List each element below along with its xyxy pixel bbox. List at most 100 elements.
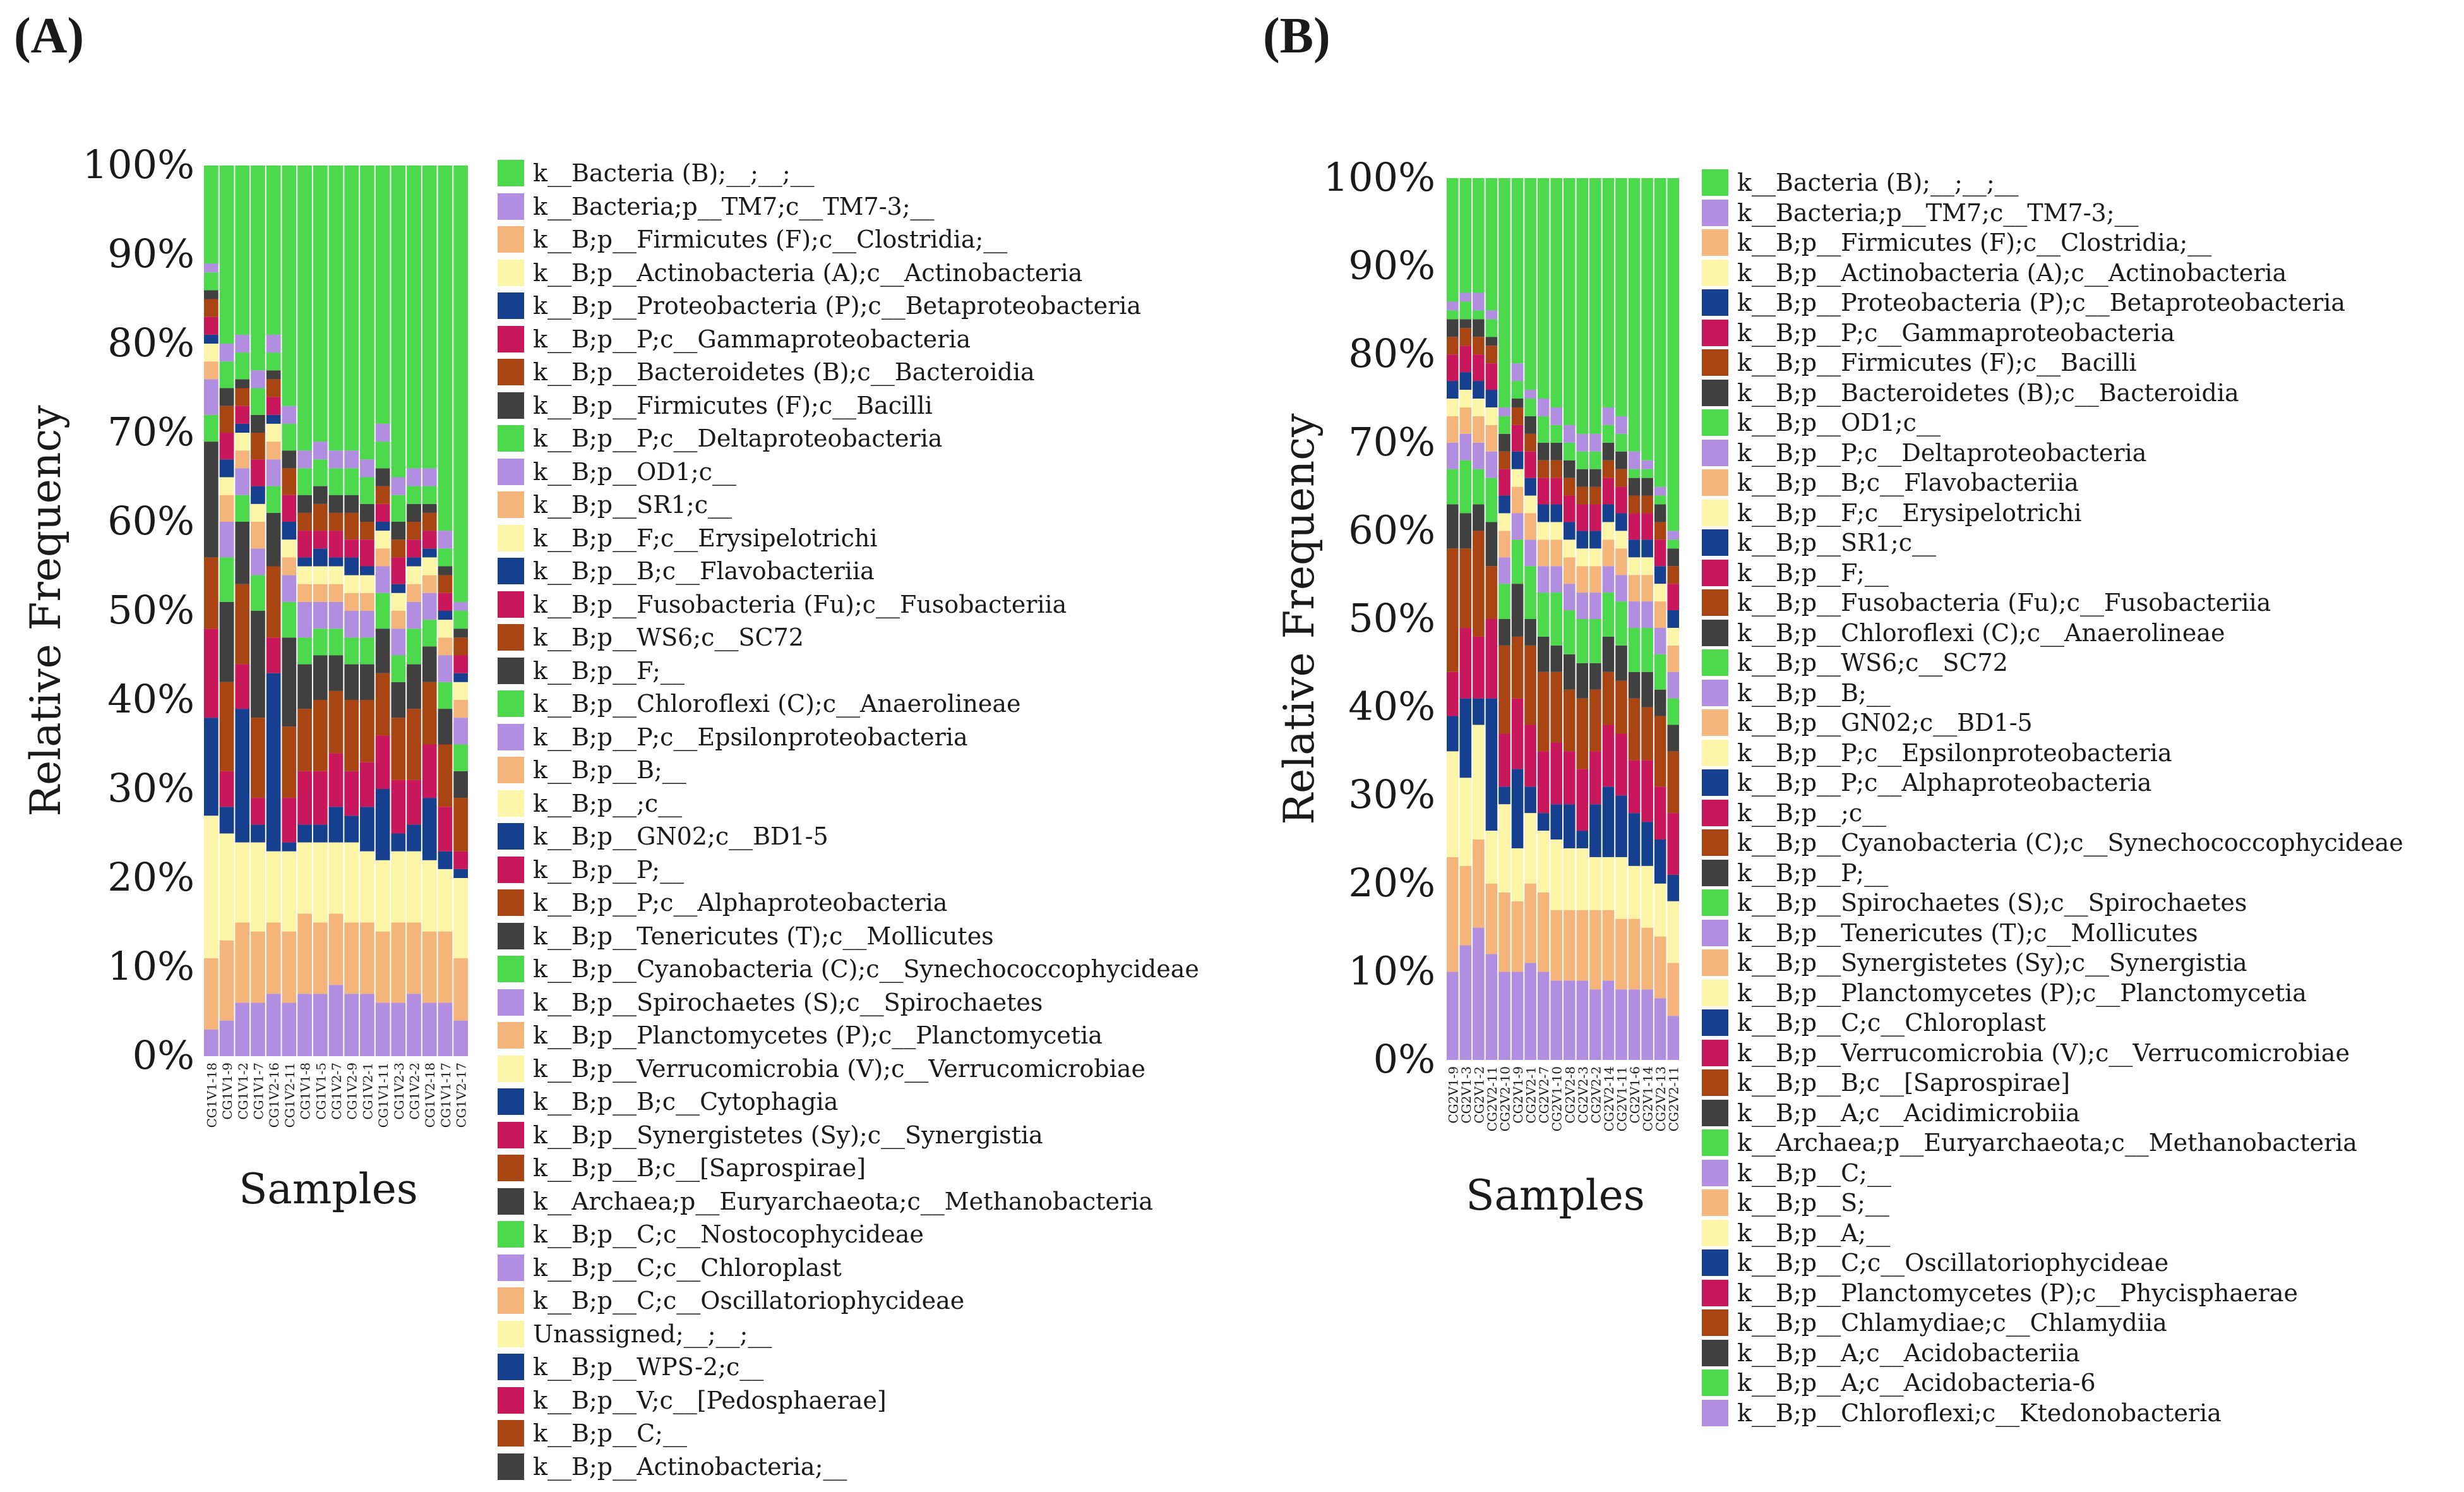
- bar-segment-a-s2-1: [219, 1020, 234, 1056]
- bar-segment-a-s2-10: [219, 495, 234, 522]
- bar-segment-b-s8-11: [1537, 522, 1550, 540]
- legend-item: k__B;p__OD1;c__: [1702, 407, 1941, 438]
- bar-segment-a-s17-17: [453, 601, 468, 611]
- bar-segment-a-s15-13: [422, 531, 437, 549]
- bar-segment-a-s4-top: [251, 165, 265, 371]
- bar-segment-a-s1-6: [204, 557, 218, 629]
- legend-label: k__B;p__WS6;c__SC72: [1737, 649, 2008, 677]
- bar-segment-a-s8-top: [313, 165, 328, 442]
- legend-item: k__B;p__Proteobacteria (P);c__Betaproteo…: [498, 291, 1141, 321]
- legend-swatch: [498, 491, 524, 518]
- bar-segment-b-s4-5: [1485, 619, 1498, 699]
- bar-segment-b-s10-12: [1564, 522, 1576, 540]
- bar-segment-b-s4-8: [1485, 478, 1498, 522]
- bar-segment-b-s12-15: [1589, 469, 1601, 487]
- bar-segment-b-s12-14: [1589, 486, 1601, 505]
- bar-segment-b-s1-16: [1447, 310, 1459, 320]
- bar-segment-b-s5-9: [1498, 557, 1510, 584]
- bar-segment-b-s13-12: [1602, 504, 1615, 522]
- legend-item: k__B;p__Chloroflexi;c__Ktedonobacteria: [1702, 1398, 2222, 1428]
- bar-segment-a-s12-2: [375, 931, 390, 1003]
- bar-segment-b-s15-16: [1628, 469, 1641, 478]
- bar-segment-b-s17-17: [1654, 486, 1666, 496]
- bar-segment-a-s5-11: [266, 423, 281, 442]
- bar-segment-a-s2-4: [219, 807, 234, 834]
- bar-segment-b-s3-3: [1473, 725, 1485, 839]
- bar-segment-b-s14-top: [1615, 178, 1627, 416]
- legend-swatch: [498, 193, 524, 220]
- bar-segment-a-s3-9: [235, 468, 250, 495]
- bar-segment-b-s18-11: [1667, 627, 1679, 646]
- bar-segment-b-s4-3: [1485, 831, 1498, 884]
- bar-segment-a-s17-15: [453, 629, 468, 638]
- bar-segment-b-s12-top: [1589, 178, 1601, 434]
- legend-item: k__B;p__S;__: [1702, 1188, 1889, 1218]
- bar-segment-b-s15-3: [1628, 865, 1641, 919]
- bar-segment-b-s9-17: [1550, 407, 1562, 425]
- bar-segment-a-s5-15: [266, 370, 281, 380]
- sample-label-b: CG2V1-9: [1445, 1066, 1461, 1124]
- legend-item: k__B;p__P;__: [1702, 858, 1888, 888]
- bar-segment-b-s4-6: [1485, 566, 1498, 619]
- bar-segment-a-s1-16: [204, 272, 218, 291]
- legend-item: k__B;p__B;c__Cytophagia: [498, 1086, 838, 1117]
- bar-segment-a-s11-12: [360, 566, 374, 575]
- legend-label: k__B;p__C;c__Nostocophycideae: [533, 1220, 924, 1248]
- legend-swatch: [498, 790, 524, 817]
- bar-segment-a-s4-5: [251, 798, 265, 825]
- bar-segment-b-s13-8: [1602, 593, 1615, 637]
- bar-segment-a-s5-7: [266, 512, 281, 567]
- bar-segment-b-s4-7: [1485, 522, 1498, 567]
- legend-label: k__B;p__B;c__Flavobacteriia: [533, 557, 875, 585]
- bar-segment-b-s17-16: [1654, 495, 1666, 505]
- bar-segment-a-s15-4: [422, 798, 437, 860]
- bar-segment-a-s9-2: [328, 913, 344, 985]
- bar-segment-a-s15-11: [422, 557, 437, 575]
- bar-segment-b-s2-15: [1459, 319, 1472, 328]
- legend-label: k__B;p__Fusobacteria (Fu);c__Fusobacteri…: [533, 591, 1067, 618]
- bar-segment-b-s15-1: [1628, 989, 1641, 1060]
- legend-item: k__B;p__Planctomycetes (P);c__Planctomyc…: [498, 1020, 1103, 1050]
- bar-segment-b-s3-9: [1473, 442, 1485, 469]
- legend-item: k__B;p__F;__: [498, 656, 685, 686]
- bar-segment-a-s10-13: [344, 539, 359, 558]
- legend-swatch: [498, 226, 524, 253]
- bar-segment-a-s7-13: [297, 531, 312, 558]
- bar-segment-b-s3-7: [1473, 504, 1485, 531]
- bar-segment-a-s2-12: [219, 459, 234, 478]
- legend-label: k__B;p__GN02;c__BD1-5: [1737, 709, 2033, 737]
- bar-segment-a-s12-16: [375, 442, 390, 469]
- legend-item: k__B;p__P;c__Deltaproteobacteria: [498, 423, 942, 454]
- bar-segment-a-s7-8: [297, 637, 312, 665]
- bar-segment-a-s5-10: [266, 442, 281, 460]
- bar-segment-b-s6-top: [1511, 178, 1524, 364]
- bar-segment-a-s6-2: [282, 931, 297, 1003]
- bar-segment-a-s13-13: [391, 557, 406, 584]
- bar-segment-a-s10-1: [344, 994, 359, 1056]
- bar-segment-b-s9-14: [1550, 460, 1562, 478]
- bar-segment-a-s3-10: [235, 450, 250, 469]
- legend-label: k__B;p__Synergistetes (Sy);c__Synergisti…: [533, 1121, 1043, 1149]
- bar-segment-a-s6-17: [282, 406, 297, 424]
- bar-segment-a-s12-6: [375, 673, 390, 736]
- bar-segment-a-s1-top: [204, 165, 218, 264]
- bar-segment-a-s12-8: [375, 593, 390, 629]
- bar-segment-a-s7-7: [297, 664, 312, 709]
- y-tick-label-b: 10%: [1348, 948, 1435, 994]
- bar-segment-a-s2-3: [219, 833, 234, 941]
- bar-segment-b-s15-2: [1628, 918, 1641, 990]
- bar-segment-b-s6-10: [1511, 486, 1524, 514]
- legend-item: k__B;p__Bacteroidetes (B);c__Bacteroidia: [1702, 378, 2239, 408]
- legend-swatch: [1702, 349, 1728, 376]
- bar-segment-b-s10-10: [1564, 557, 1576, 584]
- legend-swatch: [498, 260, 524, 286]
- legend-swatch: [498, 1321, 524, 1347]
- bar-segment-b-s11-15: [1576, 469, 1589, 487]
- bar-segment-a-s10-15: [344, 495, 359, 513]
- bar-segment-b-s6-9: [1511, 513, 1524, 540]
- legend-label: k__B;p__Planctomycetes (P);c__Phycisphae…: [1737, 1279, 2298, 1307]
- bar-segment-a-s17-16: [453, 611, 468, 629]
- bar-segment-a-s5-top: [266, 165, 281, 335]
- bar-segment-a-s15-9: [422, 593, 437, 620]
- legend-label: k__B;p__F;__: [1737, 559, 1889, 587]
